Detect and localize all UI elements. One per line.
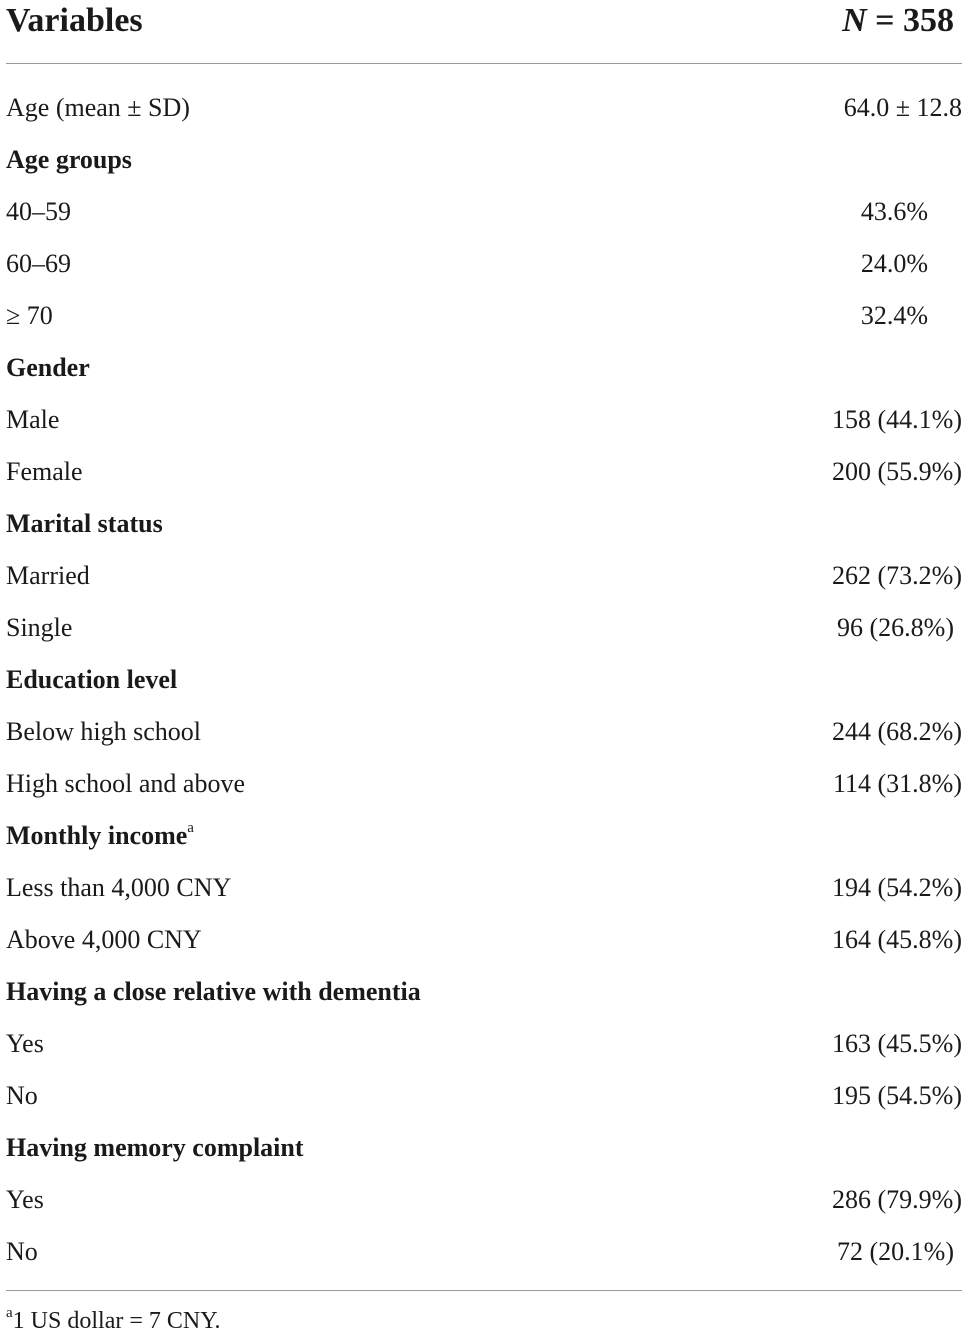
- label-text: Female: [6, 457, 83, 486]
- label-text: Age (mean ± SD): [6, 93, 190, 122]
- label-text: Single: [6, 613, 73, 642]
- row-value: 72 (20.1%): [837, 1237, 954, 1266]
- row-value: 32.4%: [860, 301, 928, 330]
- table-row: ≥ 70 32.4%: [0, 290, 968, 342]
- row-label: No: [6, 1226, 38, 1278]
- label-text: 60–69: [6, 249, 71, 278]
- row-value: 164 (45.8%): [832, 925, 962, 954]
- row-label: Yes: [6, 1018, 44, 1070]
- section-label: Marital status: [6, 498, 163, 550]
- section-label: Having a close relative with dementia: [6, 966, 421, 1018]
- label-text: 40–59: [6, 197, 71, 226]
- row-label: Less than 4,000 CNY: [6, 862, 231, 914]
- label-text: Education level: [6, 665, 178, 694]
- label-text: No: [6, 1237, 38, 1266]
- row-value: 195 (54.5%): [832, 1081, 962, 1110]
- label-text: Monthly income: [6, 821, 188, 850]
- table-row: Married 262 (73.2%): [0, 550, 968, 602]
- row-value: 262 (73.2%): [832, 561, 962, 590]
- footnote-marker: a: [6, 1305, 13, 1321]
- label-text: Yes: [6, 1185, 44, 1214]
- section-header-row: Having a close relative with dementia: [0, 966, 968, 1018]
- row-value: 286 (79.9%): [832, 1185, 962, 1214]
- n-value: = 358: [866, 2, 954, 39]
- section-header-row: Monthly incomea: [0, 810, 968, 862]
- row-label: Single: [6, 602, 72, 654]
- table-header: Variables N = 358: [0, 0, 968, 62]
- table-row: Below high school 244 (68.2%): [0, 706, 968, 758]
- section-label: Having memory complaint: [6, 1122, 304, 1174]
- row-value: 64.0 ± 12.8: [843, 93, 962, 122]
- n-column-header: N = 358: [842, 0, 954, 42]
- row-label: Married: [6, 550, 90, 602]
- label-text: No: [6, 1081, 38, 1110]
- row-label: Male: [6, 394, 59, 446]
- table-row: Single 96 (26.8%): [0, 602, 968, 654]
- row-label: ≥ 70: [6, 290, 53, 342]
- row-value: 96 (26.8%): [837, 613, 954, 642]
- row-value: 43.6%: [860, 197, 928, 226]
- label-text: Male: [6, 405, 60, 434]
- section-label: Education level: [6, 654, 177, 706]
- label-text: Gender: [6, 353, 90, 382]
- table-body: Age (mean ± SD) 64.0 ± 12.8 Age groups 40–5…: [0, 82, 968, 1278]
- row-label: Above 4,000 CNY: [6, 914, 202, 966]
- table-row: High school and above 114 (31.8%): [0, 758, 968, 810]
- table-row: Age (mean ± SD) 64.0 ± 12.8: [0, 82, 968, 134]
- label-text: Marital status: [6, 509, 163, 538]
- section-header-row: Age groups: [0, 134, 968, 186]
- footnote-text: 1 US dollar = 7 CNY.: [12, 1308, 221, 1334]
- section-header-row: Education level: [0, 654, 968, 706]
- table-row: Female 200 (55.9%): [0, 446, 968, 498]
- variables-column-header: Variables: [6, 2, 143, 39]
- table-row: 60–69 24.0%: [0, 238, 968, 290]
- table-row: Yes 286 (79.9%): [0, 1174, 968, 1226]
- row-label: 40–59: [6, 186, 71, 238]
- section-header-row: Marital status: [0, 498, 968, 550]
- table-row: Male 158 (44.1%): [0, 394, 968, 446]
- row-label: Age (mean ± SD): [6, 82, 190, 134]
- label-text: Having memory complaint: [6, 1133, 304, 1162]
- row-value: 114 (31.8%): [832, 769, 962, 798]
- bottom-rule: [6, 1290, 962, 1291]
- label-text: Below high school: [6, 717, 201, 746]
- row-value: 24.0%: [860, 249, 928, 278]
- table-row: 40–59 43.6%: [0, 186, 968, 238]
- label-text: Less than 4,000 CNY: [6, 873, 232, 902]
- row-label: Below high school: [6, 706, 201, 758]
- row-value: 200 (55.9%): [832, 457, 962, 486]
- header-rule: [6, 63, 962, 64]
- label-text: High school and above: [6, 769, 246, 798]
- row-value: 194 (54.2%): [832, 873, 962, 902]
- label-text: Age groups: [6, 145, 132, 174]
- row-label: High school and above: [6, 758, 245, 810]
- row-label: No: [6, 1070, 38, 1122]
- section-label: Monthly incomea: [6, 810, 194, 862]
- table-row: Less than 4,000 CNY 194 (54.2%): [0, 862, 968, 914]
- section-label: Gender: [6, 342, 90, 394]
- row-label: Female: [6, 446, 83, 498]
- table-footnote: a1 US dollar = 7 CNY.: [6, 1306, 220, 1336]
- label-text: ≥ 70: [6, 301, 53, 330]
- row-value: 244 (68.2%): [832, 717, 962, 746]
- row-value: 158 (44.1%): [832, 405, 962, 434]
- row-label: 60–69: [6, 238, 71, 290]
- table-row: No 195 (54.5%): [0, 1070, 968, 1122]
- section-header-row: Gender: [0, 342, 968, 394]
- table-row: Yes 163 (45.5%): [0, 1018, 968, 1070]
- table-row: No 72 (20.1%): [0, 1226, 968, 1278]
- row-label: Yes: [6, 1174, 44, 1226]
- row-value: 163 (45.5%): [832, 1029, 962, 1058]
- label-text: Having a close relative with dementia: [6, 977, 421, 1006]
- n-symbol: N: [842, 2, 867, 39]
- section-label: Age groups: [6, 134, 132, 186]
- label-text: Yes: [6, 1029, 44, 1058]
- footnote-marker: a: [187, 820, 194, 837]
- table-row: Above 4,000 CNY 164 (45.8%): [0, 914, 968, 966]
- section-header-row: Having memory complaint: [0, 1122, 968, 1174]
- label-text: Married: [6, 561, 90, 590]
- label-text: Above 4,000 CNY: [6, 925, 202, 954]
